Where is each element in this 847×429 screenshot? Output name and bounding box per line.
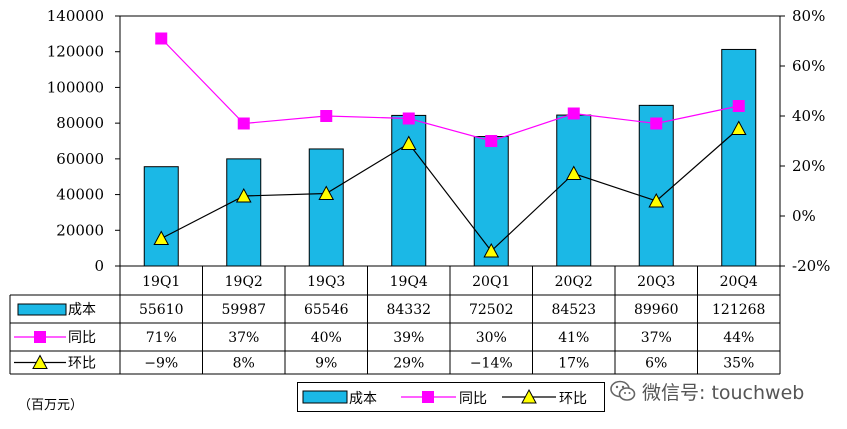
category-label: 20Q3 (637, 274, 675, 290)
table-row-header: 成本 (68, 302, 96, 318)
left-axis-tick-label: 140000 (47, 7, 104, 25)
legend-yoy-marker (422, 391, 434, 403)
unit-note: （百万元） (18, 398, 84, 413)
table-cell: 29% (393, 356, 424, 372)
yoy-marker (650, 117, 663, 130)
legend-bar-label: 成本 (349, 391, 377, 407)
table-cell: 39% (393, 330, 424, 346)
qoq-marker (483, 242, 500, 258)
legend-yoy-label: 同比 (459, 391, 487, 407)
cost-bar (556, 114, 592, 267)
left-axis-tick-label: 60000 (56, 150, 104, 168)
cost-bar (226, 158, 262, 267)
right-axis-tick-label: 80% (792, 7, 825, 25)
qoq-line (160, 128, 740, 252)
category-label: 19Q4 (390, 274, 428, 290)
left-axis-tick-label: 80000 (56, 114, 104, 132)
table-cell: 30% (476, 330, 507, 346)
table-cell: 35% (723, 356, 754, 372)
table-yoy-key-marker (34, 331, 46, 343)
cost-bar (721, 48, 757, 267)
table-bar-key (17, 303, 67, 316)
right-axis-tick-label: 20% (792, 157, 825, 175)
table-cell: 41% (558, 330, 589, 346)
table-cell: 84332 (386, 302, 431, 318)
table-cell: 8% (233, 356, 255, 372)
qoq-marker (235, 187, 252, 203)
legend-qoq-label: 环比 (559, 391, 587, 407)
yoy-marker (320, 110, 333, 122)
category-label: 20Q1 (472, 274, 510, 290)
table-cell: 71% (146, 330, 177, 346)
yoy-marker (402, 112, 415, 125)
yoy-marker (567, 107, 580, 120)
cost-bar (638, 104, 674, 267)
table-cell: 6% (645, 356, 667, 372)
category-label: 20Q2 (555, 274, 593, 290)
category-label: 19Q2 (225, 274, 263, 290)
cost-bar (308, 148, 344, 267)
qoq-marker (318, 185, 335, 200)
wechat-icon (610, 380, 636, 401)
table-cell: 65546 (304, 302, 349, 318)
right-axis-tick-label: 0% (792, 207, 816, 225)
table-cell: 9% (315, 356, 337, 372)
plot-frame (119, 15, 781, 267)
yoy-marker (732, 100, 745, 112)
qoq-marker (400, 135, 417, 150)
left-axis-tick-label: 100000 (47, 78, 104, 96)
right-axis-tick-label: 60% (792, 57, 825, 75)
table-cell: −14% (470, 356, 513, 372)
table-cell: 40% (311, 330, 342, 346)
qoq-marker (565, 165, 582, 180)
right-axis-tick-label: -20% (792, 257, 830, 275)
legend-qoq-marker (521, 388, 537, 404)
category-label: 19Q1 (142, 274, 180, 290)
table-cell: 121268 (712, 302, 765, 318)
table-cell: 84523 (551, 302, 596, 318)
table-cell: 37% (641, 330, 672, 346)
table-cell: 55610 (139, 302, 184, 318)
table-cell: 17% (558, 356, 589, 372)
yoy-marker (155, 32, 168, 45)
yoy-line (160, 38, 739, 142)
qoq-marker (648, 192, 665, 208)
table-cell: −9% (144, 356, 178, 372)
legend: 成本 同比 环比 (297, 382, 605, 412)
left-axis-tick-label: 40000 (56, 186, 104, 204)
qoq-marker (153, 230, 170, 245)
yoy-marker (485, 135, 498, 147)
table-qoq-key-marker (32, 354, 48, 369)
category-label: 19Q3 (307, 274, 345, 290)
qoq-marker (730, 120, 747, 135)
left-axis-tick-label: 20000 (56, 221, 104, 239)
table-cell: 44% (723, 330, 754, 346)
table-cell: 89960 (634, 302, 679, 318)
cost-bar (143, 166, 179, 267)
legend-bar-swatch (302, 390, 348, 404)
yoy-marker (237, 117, 250, 130)
table-row-header: 环比 (68, 356, 96, 372)
category-label: 20Q4 (720, 274, 758, 290)
right-axis-tick-label: 40% (792, 107, 825, 125)
watermark-text: 微信号: touchweb (642, 381, 805, 404)
table-cell: 37% (228, 330, 259, 346)
table-cell: 72502 (469, 302, 514, 318)
table-row-header: 同比 (68, 330, 96, 346)
left-axis-tick-label: 120000 (47, 43, 104, 61)
table-cell: 59987 (221, 302, 266, 318)
watermark: 微信号: touchweb (610, 379, 805, 404)
left-axis-tick-label: 0 (94, 257, 104, 275)
